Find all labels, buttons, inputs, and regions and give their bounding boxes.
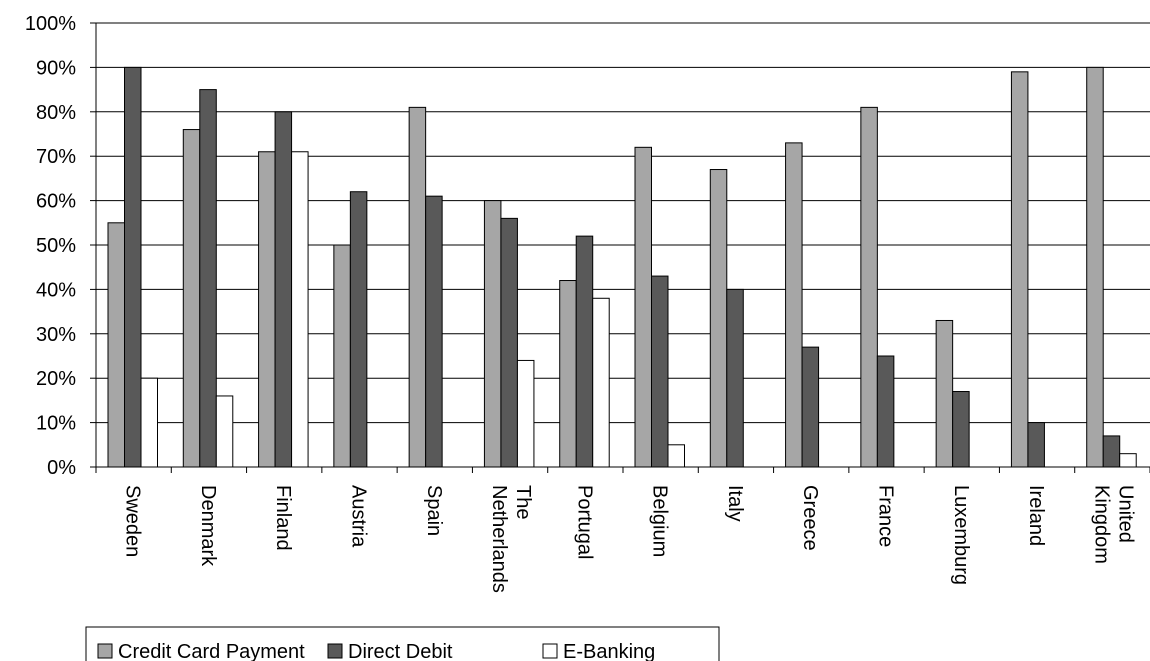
bar-credit-card-payment [107,222,125,468]
bar-credit-card-payment [333,244,351,468]
x-category-label-line: Ireland [1025,485,1047,546]
bar-credit-card-payment [860,106,878,468]
bar-credit-card-payment [1086,66,1104,468]
legend-box [85,626,720,661]
bar-credit-card-payment [559,280,577,468]
x-category-label-line: The [512,485,534,519]
x-category-label: France [875,485,897,547]
x-category-label-line: Sweden [122,485,144,557]
bar-direct-debit [651,275,669,468]
legend-label: Credit Card Payment [118,641,305,661]
x-category-label-line: Austria [348,485,370,548]
x-category-label-line: Italy [724,485,746,522]
bar-direct-debit [726,288,744,468]
bar-direct-debit [1027,422,1045,468]
x-category-label: Greece [799,485,821,551]
x-category-label-line: Spain [423,485,445,536]
x-category-label: Belgium [649,485,671,557]
bar-direct-debit [952,391,970,468]
legend-swatch [542,643,558,659]
bar-credit-card-payment [785,142,803,468]
y-tick-label: 80% [36,102,76,124]
x-category-label-line: France [875,485,897,547]
y-axis-ticks: 0% 10% 20% 30% 40% 50% 60% 70% 80% 90% 100% [25,13,96,479]
bar-credit-card-payment [483,200,502,468]
bar-direct-debit [1102,435,1121,468]
y-tick-label: 90% [36,57,76,79]
y-tick-label: 50% [36,235,76,257]
bar-e-banking [140,377,158,468]
bars [107,66,1137,468]
bar-credit-card-payment [1010,71,1029,468]
bar-credit-card-payment [408,106,427,468]
bar-credit-card-payment [935,319,954,468]
y-tick-label: 0% [47,457,76,479]
y-tick-label: 20% [36,368,76,390]
bar-direct-debit [349,191,368,468]
bar-direct-debit [876,355,895,468]
x-axis-category-labels: Sweden Denmark Finland Austria Spain TheNethe… [122,485,1137,593]
x-category-label-line: United [1114,485,1136,543]
x-category-label: Ireland [1025,485,1047,546]
legend-swatch [327,643,343,659]
x-category-label-line: Greece [799,485,821,551]
x-category-label: Austria [348,485,370,548]
x-category-label: Denmark [197,485,219,567]
x-category-label: Sweden [122,485,144,557]
x-category-label-line: Portugal [573,485,595,560]
grid-lines [96,22,1150,424]
legend-label: E-Banking [563,641,655,661]
bar-e-banking [667,444,685,468]
legend-swatch [97,643,113,659]
x-category-label: Italy [724,485,746,522]
bar-credit-card-payment [182,129,201,468]
x-category-label: Finland [272,485,294,551]
bar-e-banking [592,297,610,468]
legend-label: Direct Debit [348,641,453,661]
bar-credit-card-payment [709,169,728,468]
bar-direct-debit [425,195,443,468]
x-category-label-line: Finland [272,485,294,551]
y-tick-label: 100% [25,13,76,35]
x-category-label: Luxemburg [950,485,972,585]
legend: Credit Card Payment Direct Debit E-Banking [85,626,720,661]
x-category-label-line: Netherlands [488,485,510,593]
y-tick-label: 30% [36,324,76,346]
bar-e-banking [291,151,309,468]
bar-credit-card-payment [258,151,276,468]
y-tick-label: 10% [36,413,76,435]
bar-e-banking [516,359,535,468]
y-tick-label: 70% [36,146,76,168]
x-category-label-line: Denmark [197,485,219,567]
y-tick-label: 40% [36,279,76,301]
bar-direct-debit [199,89,217,468]
x-category-label: Spain [423,485,445,536]
x-category-label: Portugal [573,485,595,560]
bar-e-banking [1119,453,1137,468]
x-axis [95,23,1150,473]
bar-e-banking [215,395,234,468]
x-category-label-line: Kingdom [1090,485,1112,564]
bar-direct-debit [274,111,293,468]
bar-direct-debit [124,66,142,468]
x-category-label-line: Luxemburg [950,485,972,585]
bar-direct-debit [500,217,518,468]
bar-credit-card-payment [634,146,652,468]
x-category-label-line: Belgium [649,485,671,557]
bar-direct-debit [801,346,820,468]
bar-direct-debit [575,235,594,468]
y-tick-label: 60% [36,191,76,213]
